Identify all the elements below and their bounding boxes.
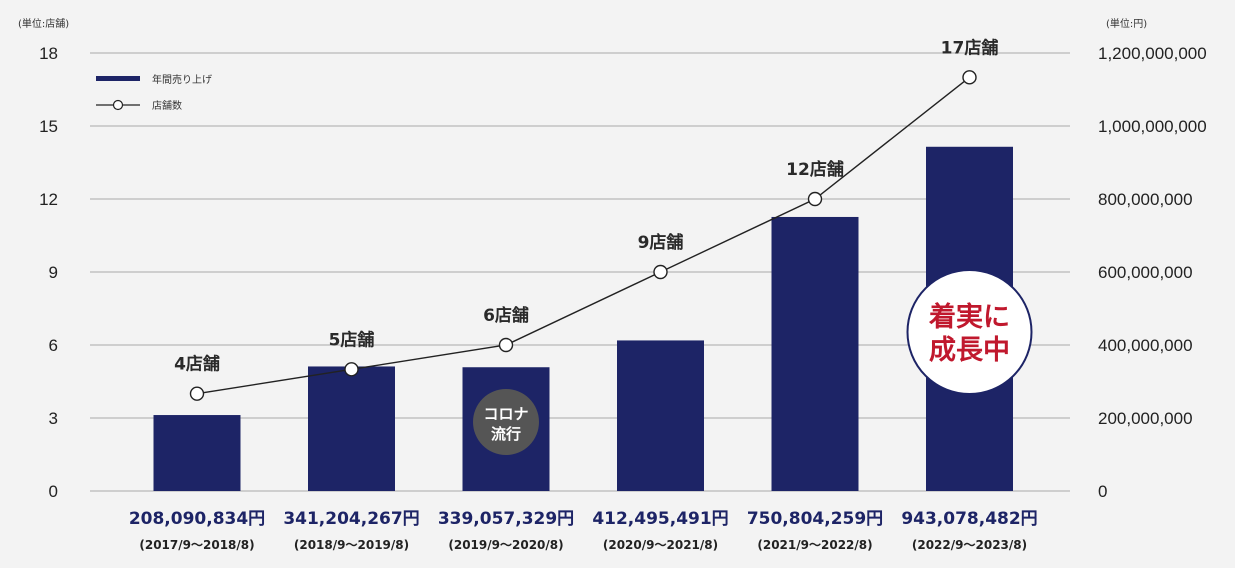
sales-amount-label: 943,078,482円	[901, 509, 1037, 529]
growth-badge-label: 成長中	[929, 335, 1010, 366]
store-count-marker	[189, 386, 205, 401]
sales-amount-label: 341,204,267円	[283, 509, 419, 529]
period-label: (2018/9～2019/8)	[294, 538, 409, 552]
store-count-polyline	[196, 76, 970, 395]
period-label: (2021/9～2022/8)	[757, 538, 872, 552]
legend-marker-icon	[112, 99, 124, 111]
sales-amount-label: 412,495,491円	[592, 509, 728, 529]
store-count-marker	[498, 337, 514, 353]
period-label: (2020/9～2021/8)	[603, 538, 718, 552]
store-count-label: 5店舗	[329, 329, 375, 350]
store-count-label: 12店舗	[786, 159, 844, 180]
category-labels: 208,090,834円 (2017/9～2018/8) 341,204,267円 (…	[129, 509, 1038, 552]
y-left-tick-label: 12	[39, 190, 58, 209]
store-count-label: 9店舗	[638, 232, 684, 253]
y-right-tick-label: 0	[1098, 482, 1107, 501]
period-label: (2017/9～2018/8)	[139, 538, 254, 552]
y-right-tick-label: 1,200,000,000	[1098, 44, 1207, 63]
sales-bar	[153, 415, 241, 491]
store-count-marker	[962, 70, 977, 85]
y-right-tick-label: 800,000,000	[1098, 190, 1193, 209]
store-count-label: 4店舗	[174, 354, 220, 375]
y-left-tick-label: 6	[49, 336, 58, 355]
growth-badge-label: 着実に	[928, 301, 1010, 333]
y-right-tick-label: 200,000,000	[1098, 409, 1193, 428]
y-left-tick-label: 3	[49, 409, 58, 428]
period-label: (2022/9～2023/8)	[912, 538, 1027, 552]
axes: (単位:店舗) (単位:円) 0 3 6 9 12 15 18 0 200,000,000 400…	[18, 17, 1207, 501]
store-count-marker	[807, 191, 823, 207]
legend-stores-label: 店舗数	[152, 99, 182, 112]
sales-amount-label: 339,057,329円	[438, 509, 574, 529]
store-count-marker	[653, 264, 668, 280]
y-right-tick-label: 1,000,000,000	[1098, 117, 1207, 136]
sales-bar	[617, 340, 704, 491]
sales-amount-label: 208,090,834円	[129, 509, 265, 529]
growth-badge	[906, 269, 1033, 395]
store-count-label: 17店舗	[941, 37, 999, 58]
y-left-tick-label: 18	[39, 44, 58, 63]
y-right-tick-label: 600,000,000	[1098, 263, 1193, 282]
store-count-label: 6店舗	[483, 305, 529, 326]
store-count-marker	[344, 362, 359, 377]
y-left-tick-label: 9	[49, 263, 58, 282]
covid-badge-label: 流行	[491, 425, 521, 443]
legend: 年間売り上げ 店舗数	[96, 73, 212, 112]
left-axis-unit: (単位:店舗)	[18, 17, 69, 30]
y-left-tick-label: 15	[39, 117, 58, 136]
legend-sales-label: 年間売り上げ	[152, 73, 212, 86]
gridlines	[90, 52, 1070, 492]
sales-bars	[153, 146, 1013, 491]
sales-bar	[771, 216, 859, 491]
legend-bar-swatch	[96, 76, 140, 81]
y-left-tick-label: 0	[49, 482, 58, 501]
right-axis-unit: (単位:円)	[1106, 17, 1147, 30]
sales-bar	[308, 366, 395, 491]
covid-badge	[473, 389, 539, 455]
period-label: (2019/9～2020/8)	[448, 538, 563, 552]
y-right-tick-label: 400,000,000	[1098, 336, 1193, 355]
store-count-line: 4店舗 5店舗 6店舗 9店舗 12店舗 17店舗	[174, 37, 999, 401]
covid-badge-label: コロナ	[483, 405, 528, 423]
sales-amount-label: 750,804,259円	[747, 509, 883, 529]
